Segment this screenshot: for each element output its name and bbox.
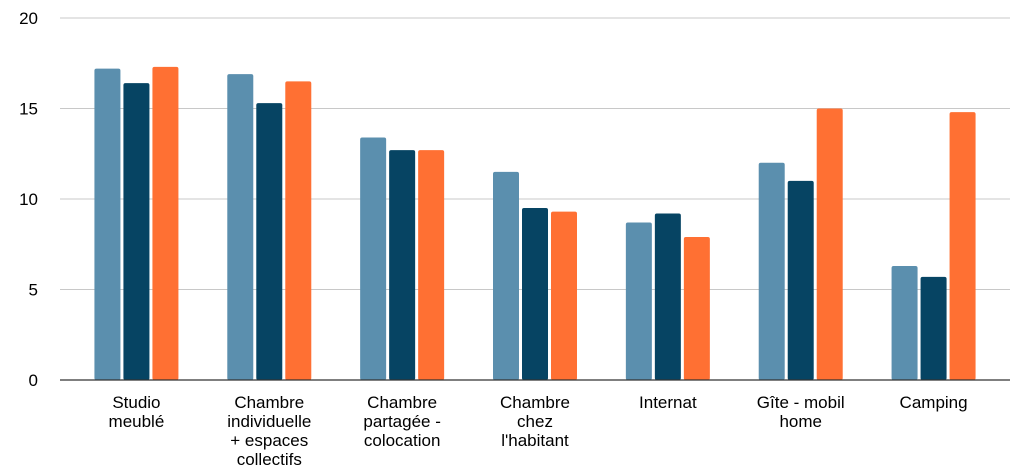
bars bbox=[94, 66, 976, 381]
bar bbox=[551, 211, 577, 380]
bar bbox=[227, 74, 254, 381]
category-label: Studio bbox=[112, 393, 160, 412]
bar bbox=[389, 150, 416, 380]
y-axis-tick-labels: 0 5 10 15 20 bbox=[19, 9, 38, 390]
bar bbox=[683, 237, 710, 380]
category-label: Gîte - mobil bbox=[757, 393, 845, 412]
category-label: individuelle bbox=[227, 412, 311, 431]
category-label: Chambre bbox=[234, 393, 304, 412]
bar bbox=[891, 265, 918, 380]
bar bbox=[256, 103, 283, 380]
category-label: l'habitant bbox=[501, 431, 569, 450]
category-label: colocation bbox=[364, 431, 441, 450]
bar bbox=[758, 162, 785, 380]
y-tick-label: 5 bbox=[29, 281, 38, 300]
category-label: Internat bbox=[639, 393, 697, 412]
category-label: meublé bbox=[109, 412, 165, 431]
y-tick-label: 10 bbox=[19, 190, 38, 209]
category-label: + espaces bbox=[230, 431, 308, 450]
bar bbox=[493, 171, 519, 380]
category-label: partagée - bbox=[363, 412, 441, 431]
bar bbox=[920, 276, 947, 380]
bar bbox=[787, 180, 814, 380]
bar bbox=[949, 112, 976, 381]
bar bbox=[654, 213, 681, 380]
bar bbox=[360, 137, 387, 380]
bar bbox=[625, 222, 652, 380]
bar bbox=[522, 208, 548, 380]
y-tick-label: 20 bbox=[19, 9, 38, 28]
bar bbox=[816, 108, 843, 380]
y-tick-label: 0 bbox=[29, 371, 38, 390]
category-label: Camping bbox=[900, 393, 968, 412]
category-label: chez bbox=[517, 412, 553, 431]
bar bbox=[285, 81, 312, 380]
bar bbox=[94, 68, 121, 381]
y-tick-label: 15 bbox=[19, 100, 38, 119]
category-label: Chambre bbox=[367, 393, 437, 412]
bar bbox=[152, 66, 179, 381]
category-label: home bbox=[779, 412, 822, 431]
bar bbox=[418, 150, 445, 380]
category-label: Chambre bbox=[500, 393, 570, 412]
category-label: collectifs bbox=[237, 450, 302, 469]
bar bbox=[123, 83, 150, 380]
